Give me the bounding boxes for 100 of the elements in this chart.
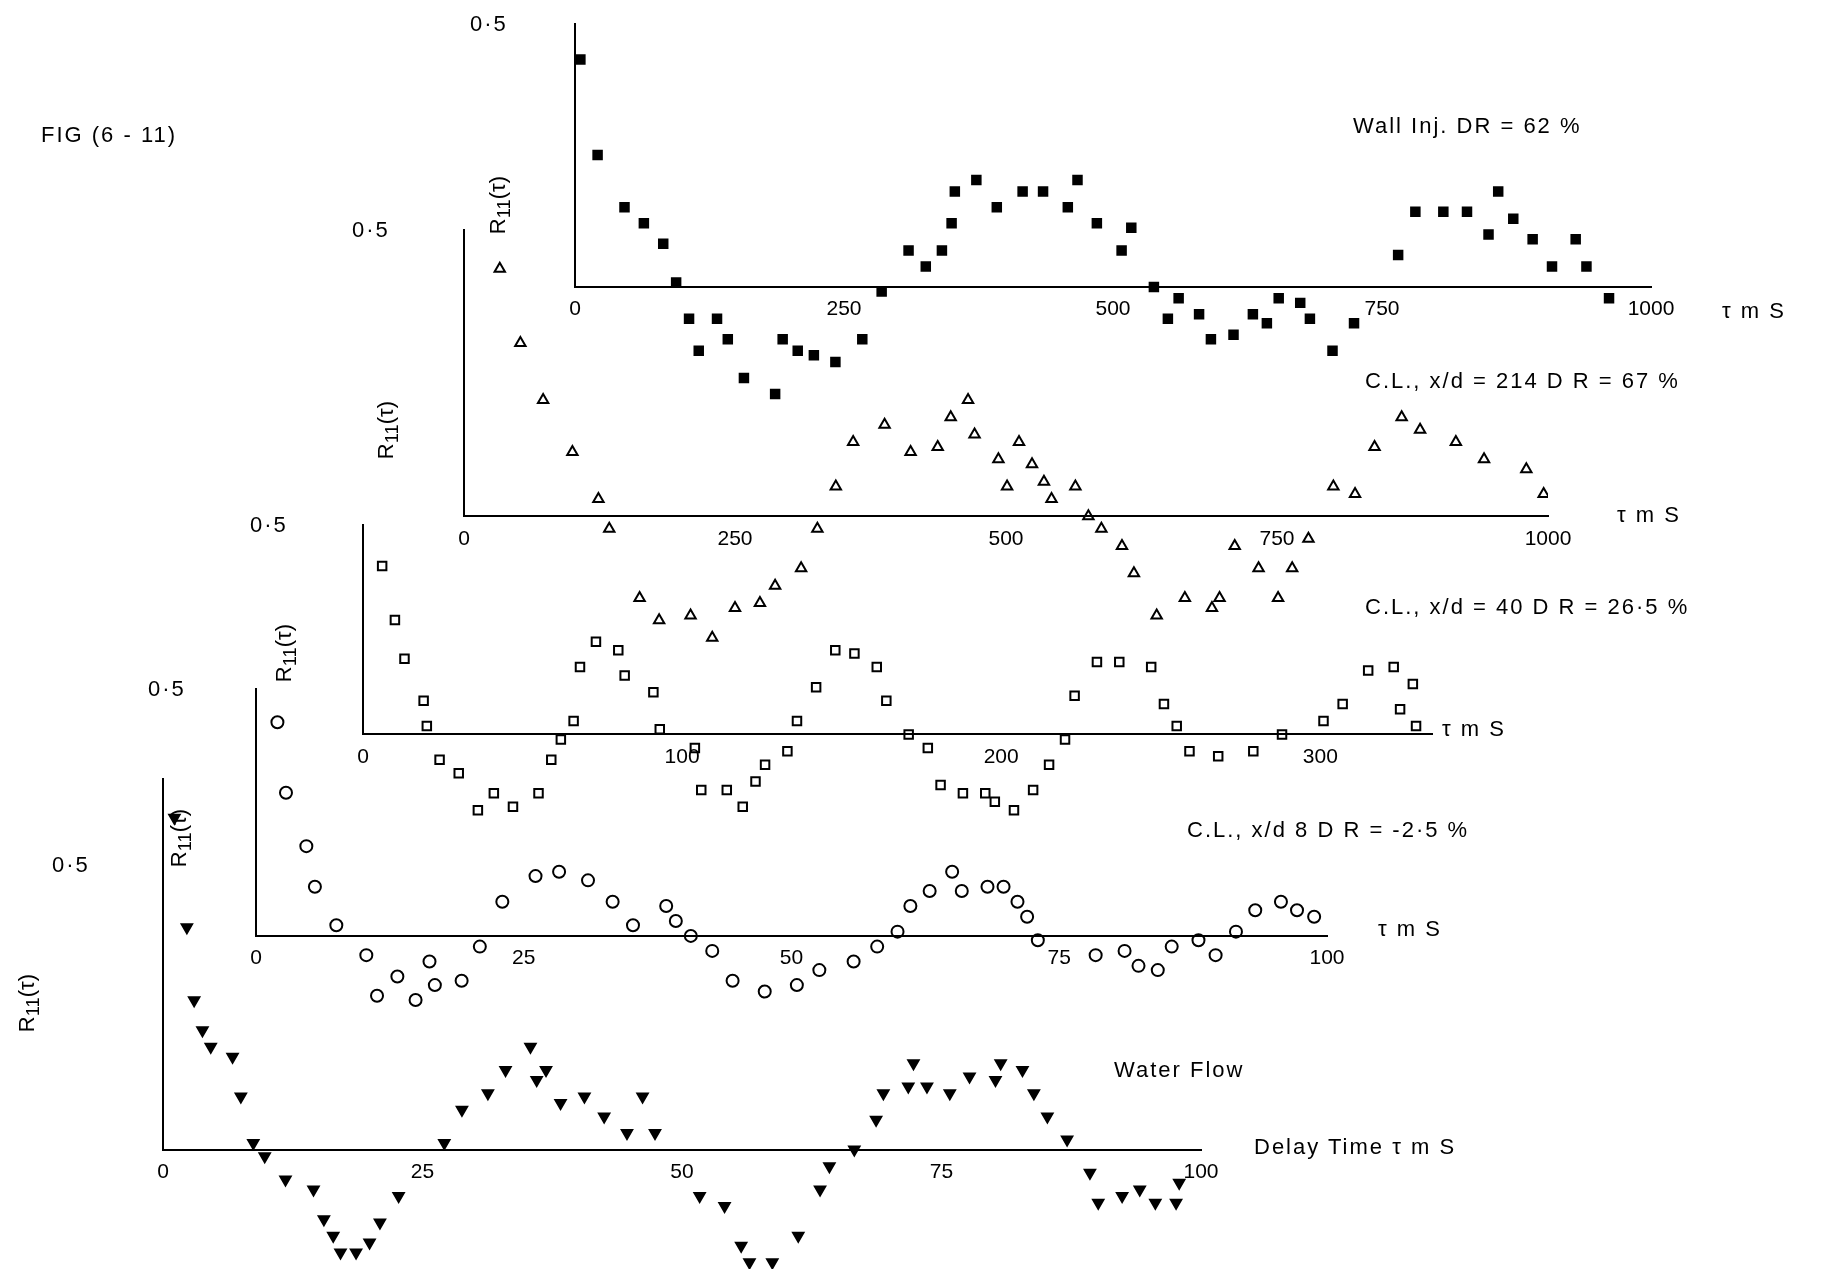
point	[791, 715, 803, 727]
point	[204, 1042, 217, 1054]
point	[247, 1138, 260, 1150]
point	[1059, 734, 1071, 745]
point	[743, 1258, 756, 1269]
point	[359, 948, 374, 963]
point	[718, 1201, 731, 1213]
point	[1285, 561, 1299, 573]
point	[279, 1175, 292, 1187]
point	[566, 444, 579, 456]
point	[390, 969, 405, 984]
point	[949, 186, 961, 197]
x-tick-label: 100	[1309, 945, 1345, 969]
point	[1091, 218, 1103, 229]
point	[943, 1089, 956, 1101]
point	[1000, 479, 1014, 491]
point	[944, 410, 957, 422]
point	[936, 245, 948, 256]
point	[693, 345, 704, 356]
point	[421, 720, 433, 732]
x-tick-label: 50	[670, 1158, 694, 1182]
point	[753, 596, 767, 608]
point	[994, 1059, 1007, 1071]
point	[1318, 715, 1329, 727]
point	[1294, 297, 1306, 309]
point	[846, 435, 860, 447]
point	[317, 1215, 331, 1227]
point	[935, 779, 946, 791]
point	[1133, 1185, 1146, 1197]
point	[684, 608, 697, 620]
point	[829, 479, 843, 491]
point	[574, 661, 586, 673]
point	[434, 754, 445, 765]
point	[810, 682, 822, 693]
point	[1546, 261, 1558, 272]
point	[488, 788, 500, 799]
point	[226, 1052, 239, 1064]
point	[652, 613, 666, 625]
point	[1020, 909, 1035, 924]
point	[1148, 281, 1160, 293]
point	[1273, 293, 1284, 304]
point	[1017, 186, 1028, 197]
point	[495, 894, 510, 909]
point	[996, 879, 1011, 894]
point	[903, 729, 914, 740]
point	[376, 560, 388, 572]
point	[931, 439, 944, 451]
point	[196, 1026, 209, 1038]
point	[536, 392, 550, 404]
point	[472, 939, 487, 954]
x-tick-label: 300	[1302, 743, 1338, 767]
point	[1461, 206, 1473, 218]
point	[1088, 948, 1103, 963]
point	[907, 1059, 920, 1071]
point	[1037, 186, 1049, 197]
point	[1247, 309, 1259, 320]
point	[1271, 591, 1285, 603]
point	[1060, 1135, 1074, 1147]
point	[789, 978, 804, 993]
x-axis-title: τ m S	[1378, 916, 1442, 942]
point	[493, 261, 506, 273]
point	[1290, 903, 1305, 918]
point	[1027, 1089, 1041, 1101]
point	[1261, 318, 1273, 329]
x-tick-label: 1000	[1627, 296, 1675, 320]
point	[961, 392, 975, 404]
point	[738, 372, 750, 384]
point	[823, 1162, 836, 1174]
point	[1145, 661, 1157, 673]
point	[552, 864, 567, 879]
point	[568, 715, 579, 727]
point	[808, 349, 820, 361]
point	[737, 801, 748, 813]
point	[992, 452, 1005, 464]
point	[636, 1092, 649, 1104]
point	[1407, 678, 1419, 690]
text: 0·5	[250, 512, 288, 538]
point	[890, 924, 905, 939]
point	[869, 1115, 883, 1127]
point	[507, 801, 519, 813]
text: 0·5	[470, 11, 508, 37]
point	[1302, 531, 1315, 543]
point	[968, 427, 981, 439]
point	[455, 1105, 469, 1117]
point	[592, 491, 605, 503]
x-tick-label: 500	[1095, 296, 1131, 320]
point	[299, 839, 314, 854]
point	[481, 1089, 495, 1101]
point	[849, 648, 860, 659]
point	[453, 767, 464, 779]
point	[922, 884, 937, 899]
point	[1069, 690, 1080, 701]
point	[1193, 309, 1205, 320]
point	[590, 636, 602, 648]
point	[768, 578, 782, 590]
point	[1348, 487, 1362, 499]
point	[1037, 474, 1051, 486]
point	[1483, 229, 1494, 240]
point	[363, 1238, 376, 1250]
point	[766, 1258, 779, 1269]
